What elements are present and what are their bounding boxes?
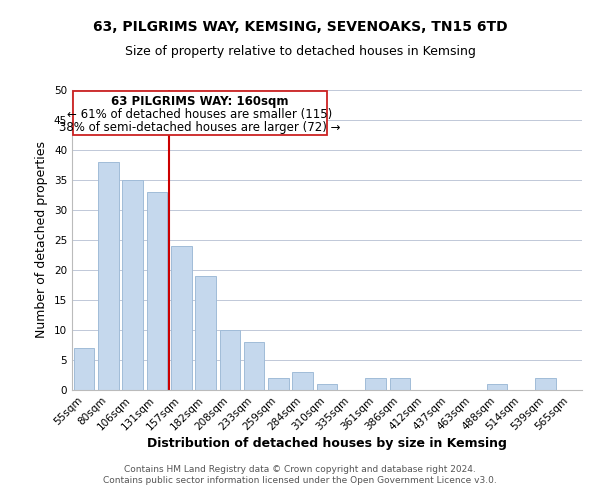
Text: 38% of semi-detached houses are larger (72) →: 38% of semi-detached houses are larger (…	[59, 121, 341, 134]
Text: Size of property relative to detached houses in Kemsing: Size of property relative to detached ho…	[125, 45, 475, 58]
Text: Contains HM Land Registry data © Crown copyright and database right 2024.: Contains HM Land Registry data © Crown c…	[124, 465, 476, 474]
Y-axis label: Number of detached properties: Number of detached properties	[35, 142, 49, 338]
FancyBboxPatch shape	[73, 91, 327, 135]
Bar	[317, 384, 337, 390]
Text: Contains public sector information licensed under the Open Government Licence v3: Contains public sector information licen…	[103, 476, 497, 485]
Bar	[98, 162, 119, 390]
Text: ← 61% of detached houses are smaller (115): ← 61% of detached houses are smaller (11…	[67, 108, 333, 121]
Bar	[74, 348, 94, 390]
Bar	[195, 276, 216, 390]
Bar	[487, 384, 508, 390]
Bar	[389, 378, 410, 390]
Bar	[268, 378, 289, 390]
Bar	[365, 378, 386, 390]
Bar	[171, 246, 191, 390]
Bar	[220, 330, 240, 390]
Text: 63 PILGRIMS WAY: 160sqm: 63 PILGRIMS WAY: 160sqm	[112, 95, 289, 108]
Bar	[122, 180, 143, 390]
X-axis label: Distribution of detached houses by size in Kemsing: Distribution of detached houses by size …	[147, 438, 507, 450]
Text: 63, PILGRIMS WAY, KEMSING, SEVENOAKS, TN15 6TD: 63, PILGRIMS WAY, KEMSING, SEVENOAKS, TN…	[92, 20, 508, 34]
Bar	[146, 192, 167, 390]
Bar	[244, 342, 265, 390]
Bar	[535, 378, 556, 390]
Bar	[292, 372, 313, 390]
